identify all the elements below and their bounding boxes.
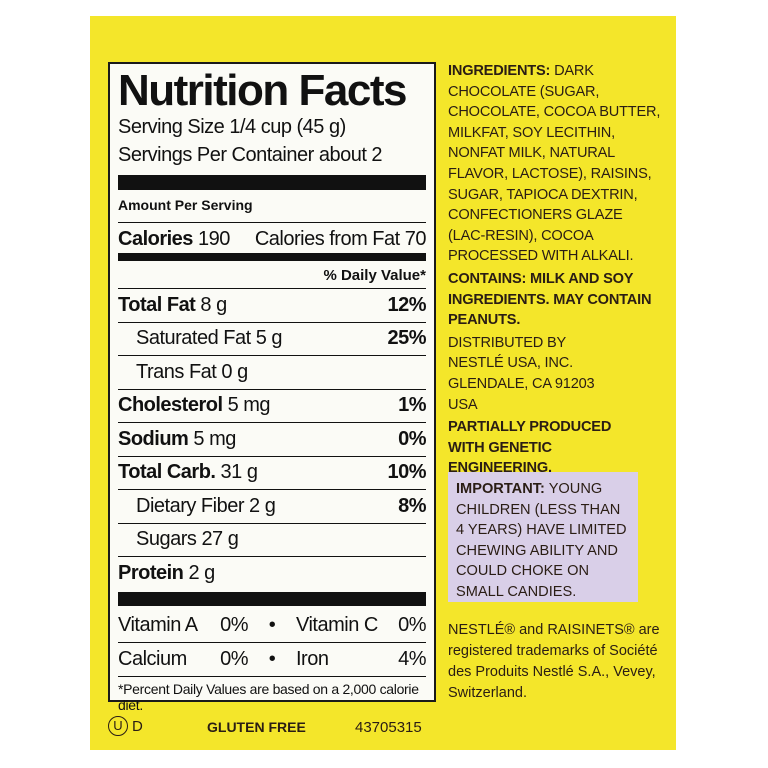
nutrient-row: Total Carb. 31 g 10% (118, 455, 426, 490)
product-code: 43705315 (355, 719, 422, 736)
vitamin-value: 0% (398, 614, 426, 636)
trademark-notice: NESTLÉ® and RAISINETS® are registered tr… (448, 622, 660, 701)
amount-per-serving: Amount Per Serving (118, 197, 253, 213)
nutrient-dv: 1% (398, 394, 426, 417)
ingredients-label: INGREDIENTS: (448, 63, 551, 79)
nutrient-amount: 2 g (249, 494, 276, 517)
nutrient-label: Trans Fat (136, 360, 217, 383)
medium-divider (118, 253, 426, 261)
nutrient-label: Total Carb. (118, 461, 216, 484)
vitamin-label: Iron (295, 647, 329, 670)
nutrient-label: Dietary Fiber (136, 494, 244, 517)
nutrient-dv: 25% (387, 327, 426, 350)
warning-label: IMPORTANT: (456, 481, 545, 497)
nutrient-dv: 0% (398, 427, 426, 450)
kosher-symbol: U (108, 716, 128, 736)
nutrient-dv: 8% (398, 494, 426, 517)
bullet: • (268, 647, 276, 670)
daily-value-header: % Daily Value* (323, 267, 426, 284)
servings-per-container: Servings Per Container about 2 (118, 144, 383, 166)
nutrient-dv: 12% (387, 293, 426, 316)
calories-from-fat: Calories from Fat 70 (254, 227, 427, 250)
gluten-free: GLUTEN FREE (207, 719, 306, 735)
nutrient-row: Dietary Fiber 2 g 8% (118, 489, 426, 523)
calories-value: 190 (198, 227, 230, 250)
kosher-mark: U D (108, 716, 143, 736)
vitamin-label: Calcium (118, 647, 187, 670)
vitamin-value: 0% (220, 647, 248, 670)
ingredients-text: DARK CHOCOLATE (SUGAR, CHOCOLATE, COCOA … (448, 63, 661, 265)
vitamin-value: 4% (398, 647, 426, 670)
ingredients: INGREDIENTS: DARK CHOCOLATE (SUGAR, CHOC… (448, 61, 663, 267)
choking-warning: IMPORTANT: YOUNG CHILDREN (LESS THAN 4 Y… (448, 472, 638, 602)
nutrient-amount: 2 g (188, 562, 215, 584)
vitamin-label: Vitamin A (118, 614, 198, 636)
serving-size: Serving Size 1/4 cup (45 g) (118, 116, 346, 138)
footnote: *Percent Daily Values are based on a 2,0… (118, 676, 426, 713)
nutrient-label: Sodium (118, 427, 189, 450)
nutrient-row: Protein 2 g (118, 556, 426, 590)
nutrient-label: Total Fat (118, 293, 196, 316)
nutrient-row: Sodium 5 mg 0% (118, 422, 426, 456)
ge-statement: PARTIALLY PRODUCED WITH GENETIC ENGINEER… (448, 419, 612, 477)
calories-row: Calories 190 Calories from Fat 70 (118, 222, 427, 255)
thick-divider (118, 175, 426, 190)
calories-label: Calories (118, 227, 193, 250)
nutrient-row: Saturated Fat 5 g 25% (118, 321, 426, 356)
bullet: • (268, 614, 276, 636)
nutrient-amount: 31 g (220, 461, 258, 484)
nutrient-row: Sugars 27 g (118, 522, 426, 557)
warning-text: YOUNG CHILDREN (LESS THAN 4 YEARS) HAVE … (456, 481, 627, 600)
nutrition-facts-label: Nutrition Facts Serving Size 1/4 cup (45… (108, 62, 436, 713)
nutrition-title: Nutrition Facts (118, 66, 407, 115)
nutrient-label: Saturated Fat (136, 327, 251, 350)
vitamin-label: Vitamin C (295, 614, 378, 636)
nutrient-label: Protein (118, 562, 184, 584)
nutrient-amount: 0 g (221, 360, 248, 383)
nutrient-row: Trans Fat 0 g (118, 355, 426, 389)
nutrient-dv: 10% (387, 461, 426, 484)
nutrient-amount: 8 g (200, 293, 227, 316)
nutrient-amount: 5 g (255, 327, 283, 350)
nutrient-amount: 5 mg (227, 394, 271, 417)
ingredients-panel: INGREDIENTS: DARK CHOCOLATE (SUGAR, CHOC… (448, 61, 663, 481)
vitamin-row: Vitamin A 0% • Vitamin C 0% (118, 609, 426, 642)
nutrient-label: Cholesterol (118, 394, 223, 417)
nutrient-row: Cholesterol 5 mg 1% (118, 388, 426, 423)
nutrient-amount: 27 g (201, 528, 239, 551)
nutrient-label: Sugars (136, 528, 197, 551)
thick-divider-2 (118, 592, 426, 606)
nutrient-row: Total Fat 8 g 12% (118, 288, 426, 322)
kosher-dairy: D (132, 717, 143, 735)
vitamin-value: 0% (220, 614, 248, 636)
nutrient-amount: 5 mg (193, 427, 236, 450)
distributor: DISTRIBUTED BY NESTLÉ USA, INC. GLENDALE… (448, 334, 595, 413)
allergen-statement: CONTAINS: MILK AND SOY INGREDIENTS. MAY … (448, 270, 652, 329)
vitamin-row: Calcium 0% • Iron 4% (118, 642, 426, 675)
